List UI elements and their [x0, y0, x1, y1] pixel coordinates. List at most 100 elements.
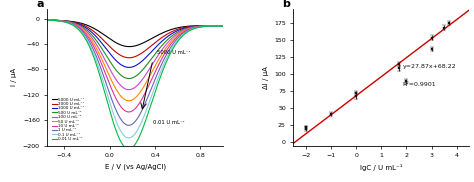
500 U mL⁻¹: [217, 25, 222, 27]
Text: b: b: [282, 0, 290, 9]
Line: 50 U mL⁻¹: 50 U mL⁻¹: [47, 20, 223, 101]
Y-axis label: I / μA: I / μA: [11, 68, 17, 86]
50 U mL⁻¹: [126, 100, 132, 102]
0.01 U mL⁻¹: [220, 25, 226, 27]
2000 U mL⁻¹: [126, 57, 132, 59]
0.01 U mL⁻¹: [126, 148, 132, 150]
1 U mL⁻¹: [149, 85, 155, 87]
2000 U mL⁻¹: [129, 56, 135, 58]
500 U mL⁻¹: [129, 77, 135, 79]
500 U mL⁻¹: [45, 19, 50, 21]
0.01 U mL⁻¹: [149, 99, 155, 102]
50 U mL⁻¹: [149, 70, 155, 72]
100 U mL⁻¹: [45, 19, 50, 21]
2000 U mL⁻¹: [149, 44, 155, 46]
1000 U mL⁻¹: [217, 25, 222, 27]
2000 U mL⁻¹: [217, 25, 222, 27]
Line: 500 U mL⁻¹: 500 U mL⁻¹: [47, 20, 223, 79]
Line: 5000 U mL⁻¹: 5000 U mL⁻¹: [47, 20, 223, 47]
1 U mL⁻¹: [45, 19, 50, 21]
500 U mL⁻¹: [126, 78, 132, 80]
2000 U mL⁻¹: [220, 25, 226, 27]
2000 U mL⁻¹: [45, 19, 50, 21]
0.01 U mL⁻¹: [217, 25, 222, 27]
2000 U mL⁻¹: [128, 56, 134, 59]
0.01 U mL⁻¹: [128, 147, 134, 149]
1 U mL⁻¹: [128, 124, 134, 126]
5000 U mL⁻¹: [45, 19, 50, 21]
50 U mL⁻¹: [189, 27, 195, 29]
500 U mL⁻¹: [140, 68, 146, 71]
Line: 0.1 U mL⁻¹: 0.1 U mL⁻¹: [47, 20, 223, 138]
0.1 U mL⁻¹: [140, 118, 146, 120]
1 U mL⁻¹: [129, 123, 135, 125]
10 U mL⁻¹: [45, 19, 50, 21]
1000 U mL⁻¹: [128, 66, 134, 68]
Text: R²=0.9901: R²=0.9901: [402, 82, 436, 87]
Text: y=27.87x+68.22: y=27.87x+68.22: [402, 64, 456, 69]
Line: 1 U mL⁻¹: 1 U mL⁻¹: [47, 20, 223, 125]
5000 U mL⁻¹: [140, 42, 146, 44]
1000 U mL⁻¹: [140, 59, 146, 62]
100 U mL⁻¹: [128, 88, 134, 90]
0.1 U mL⁻¹: [128, 136, 134, 138]
2000 U mL⁻¹: [189, 25, 195, 27]
5000 U mL⁻¹: [220, 25, 226, 27]
50 U mL⁻¹: [217, 25, 222, 27]
1000 U mL⁻¹: [45, 19, 50, 21]
50 U mL⁻¹: [129, 99, 135, 101]
X-axis label: E / V (vs Ag/AgCl): E / V (vs Ag/AgCl): [105, 164, 166, 170]
0.1 U mL⁻¹: [45, 19, 50, 21]
1 U mL⁻¹: [189, 28, 195, 30]
1 U mL⁻¹: [140, 107, 146, 110]
0.1 U mL⁻¹: [149, 92, 155, 95]
X-axis label: lgC / U mL⁻¹: lgC / U mL⁻¹: [360, 164, 402, 171]
Text: a: a: [36, 0, 44, 9]
1000 U mL⁻¹: [126, 66, 132, 68]
500 U mL⁻¹: [128, 77, 134, 79]
Text: 5000 U mL⁻¹: 5000 U mL⁻¹: [157, 50, 191, 56]
500 U mL⁻¹: [220, 25, 226, 27]
100 U mL⁻¹: [140, 78, 146, 80]
10 U mL⁻¹: [220, 25, 226, 27]
Line: 100 U mL⁻¹: 100 U mL⁻¹: [47, 20, 223, 90]
100 U mL⁻¹: [220, 25, 226, 27]
5000 U mL⁻¹: [127, 46, 132, 48]
1 U mL⁻¹: [217, 25, 222, 27]
Text: 0.01 U mL⁻¹: 0.01 U mL⁻¹: [153, 120, 184, 125]
50 U mL⁻¹: [220, 25, 226, 27]
50 U mL⁻¹: [128, 99, 134, 102]
100 U mL⁻¹: [189, 26, 195, 29]
1 U mL⁻¹: [220, 25, 226, 27]
0.01 U mL⁻¹: [140, 127, 146, 129]
Line: 0.01 U mL⁻¹: 0.01 U mL⁻¹: [47, 20, 223, 149]
0.1 U mL⁻¹: [126, 137, 132, 139]
0.01 U mL⁻¹: [45, 19, 50, 21]
1000 U mL⁻¹: [220, 25, 226, 27]
10 U mL⁻¹: [149, 77, 155, 79]
500 U mL⁻¹: [149, 56, 155, 59]
1000 U mL⁻¹: [129, 66, 135, 68]
0.1 U mL⁻¹: [129, 135, 135, 138]
0.01 U mL⁻¹: [129, 147, 135, 149]
5000 U mL⁻¹: [129, 45, 135, 48]
Y-axis label: ΔI / μA: ΔI / μA: [263, 66, 269, 89]
0.1 U mL⁻¹: [189, 28, 195, 30]
0.1 U mL⁻¹: [220, 25, 226, 27]
10 U mL⁻¹: [189, 27, 195, 29]
50 U mL⁻¹: [140, 87, 146, 89]
1 U mL⁻¹: [126, 124, 132, 126]
Legend: 5000 U mL⁻¹, 2000 U mL⁻¹, 1000 U mL⁻¹, 500 U mL⁻¹, 100 U mL⁻¹, 50 U mL⁻¹, 10 U m: 5000 U mL⁻¹, 2000 U mL⁻¹, 1000 U mL⁻¹, 5…: [51, 97, 85, 142]
10 U mL⁻¹: [126, 111, 132, 113]
100 U mL⁻¹: [129, 88, 135, 90]
10 U mL⁻¹: [129, 110, 135, 112]
50 U mL⁻¹: [45, 19, 50, 21]
5000 U mL⁻¹: [128, 46, 134, 48]
0.1 U mL⁻¹: [217, 25, 222, 27]
10 U mL⁻¹: [217, 25, 222, 27]
5000 U mL⁻¹: [149, 37, 155, 39]
Line: 2000 U mL⁻¹: 2000 U mL⁻¹: [47, 20, 223, 58]
Line: 1000 U mL⁻¹: 1000 U mL⁻¹: [47, 20, 223, 67]
10 U mL⁻¹: [140, 96, 146, 98]
1000 U mL⁻¹: [149, 50, 155, 52]
